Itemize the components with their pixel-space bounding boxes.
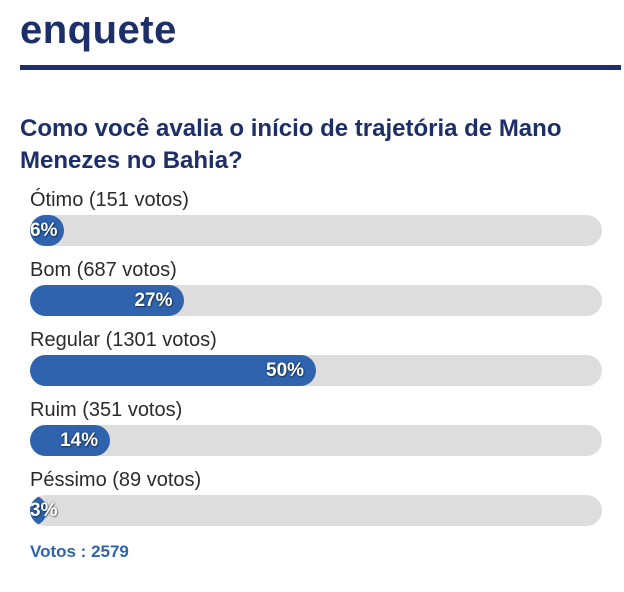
result-percent: 3% [30,500,58,521]
option-label: Regular (1301 votos) [30,329,217,351]
result-percent: 6% [30,220,58,241]
votes-total: Votos : 2579 [30,542,129,561]
result-bar-fill [30,285,185,316]
result-bar-fill [30,215,65,246]
result-bar-fill [30,355,316,386]
result-percent: 50% [266,360,305,381]
result-percent: 27% [134,290,173,311]
result-bar-track: 27% [30,285,602,316]
poll-heading: enquete [20,8,177,52]
option-label: Ruim (351 votos) [30,399,183,421]
option-label: Ótimo (151 votos) [30,189,189,211]
poll-option-pessimo: Péssimo (89 votos) 3% [30,468,602,526]
poll-option-otimo: Ótimo (151 votos) 6% [30,188,602,246]
result-bar-fill [30,425,111,456]
poll-question: Como você avalia o início de trajetória … [20,115,562,174]
option-label: Bom (687 votos) [30,259,177,281]
result-percent: 14% [60,430,99,451]
option-label: Péssimo (89 votos) [30,469,202,491]
poll-option-bom: Bom (687 votos) 27% [30,258,602,316]
result-bar-track: 14% [30,425,602,456]
result-bar-track: 50% [30,355,602,386]
result-bar-track: 6% [30,215,602,246]
poll-option-ruim: Ruim (351 votos) 14% [30,398,602,456]
result-bar-fill [30,495,48,526]
poll-option-regular: Regular (1301 votos) 50% [30,328,602,386]
result-bar-track: 3% [30,495,602,526]
heading-divider [20,65,621,70]
